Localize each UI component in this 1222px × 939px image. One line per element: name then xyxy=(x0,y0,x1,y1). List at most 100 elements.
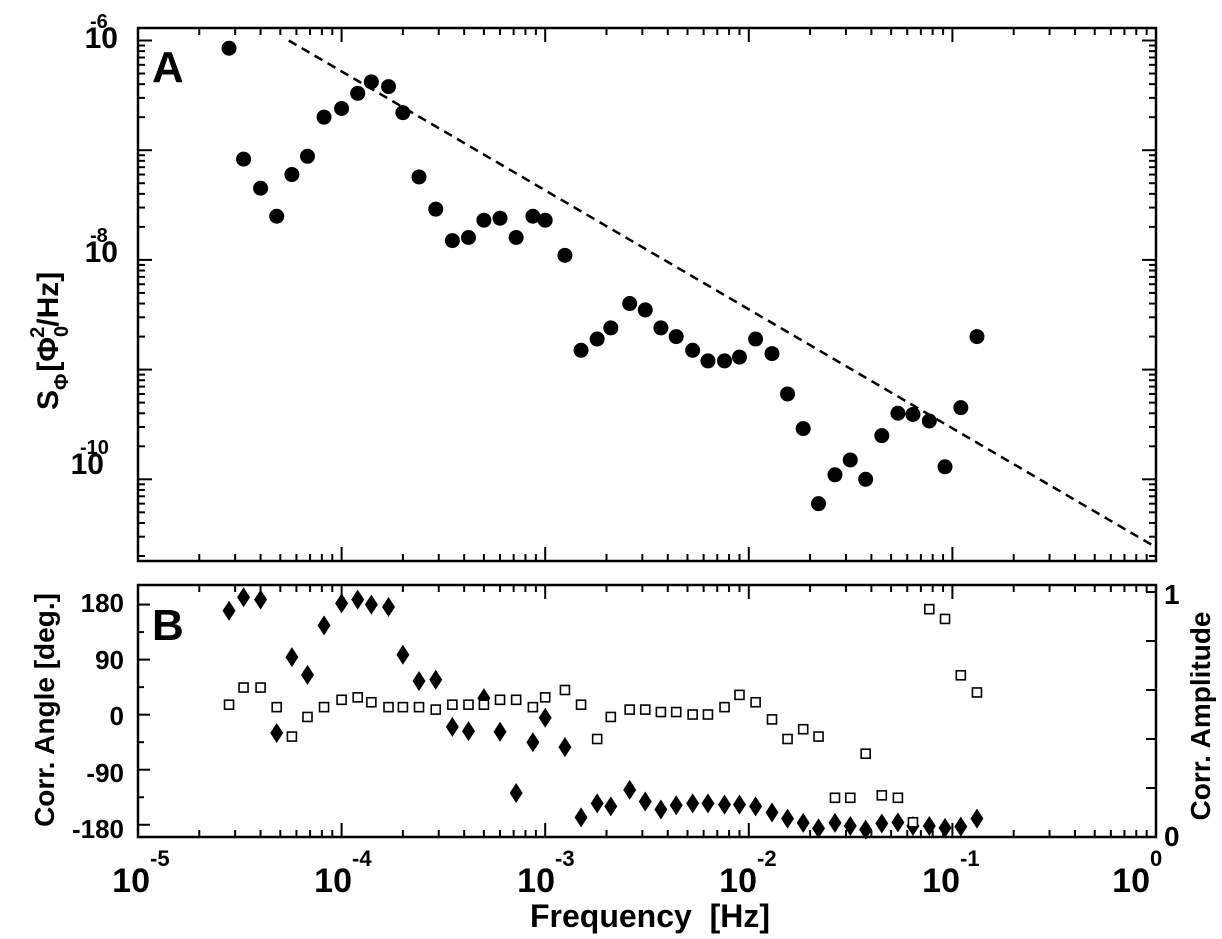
a-ylabel-text: SΦ[Φ02/Hz] xyxy=(27,272,73,410)
angle-points xyxy=(222,587,984,840)
x-tick-label-1e-2: 10 -2 xyxy=(719,846,776,900)
amplitude-point xyxy=(286,731,298,742)
angle-point xyxy=(558,737,572,758)
angle-point xyxy=(382,597,396,618)
amplitude-point xyxy=(510,694,522,706)
a-ytick-exp: -8 xyxy=(90,225,108,247)
amplitude-point xyxy=(782,733,793,745)
spectrum-point xyxy=(827,467,843,483)
spectrum-point xyxy=(858,471,874,487)
angle-point xyxy=(574,807,588,828)
spectrum-point xyxy=(537,212,553,228)
a-ytick-label-1e-10: 10 -10 xyxy=(71,437,109,481)
angle-point xyxy=(875,813,889,834)
spectrum-point xyxy=(668,329,684,345)
amplitude-point xyxy=(302,711,313,723)
spectrum-point xyxy=(748,331,764,347)
angle-point xyxy=(270,723,284,744)
spectrum-point xyxy=(299,148,315,164)
amplitude-point xyxy=(527,701,539,713)
angle-point xyxy=(749,796,763,817)
angle-point xyxy=(461,721,475,742)
amplitude-point xyxy=(670,706,682,718)
panel-b-frame xyxy=(136,583,1158,839)
angle-point xyxy=(732,794,746,815)
panel-a-frame xyxy=(136,26,1158,563)
spectrum-point xyxy=(428,201,444,217)
spectrum-point xyxy=(573,342,589,358)
amplitude-point xyxy=(223,699,235,711)
spectrum-point xyxy=(969,329,985,345)
spectrum-point xyxy=(905,406,921,422)
amplitude-point xyxy=(575,699,587,711)
a-ylabel-s: S xyxy=(32,390,65,410)
x-tick-label-1e-5: 10 -5 xyxy=(112,846,169,900)
panel-a-points xyxy=(221,40,985,512)
amplitude-point xyxy=(702,709,714,720)
spectrum-point xyxy=(589,331,605,347)
a-ytick-base: 10 xyxy=(85,22,118,55)
angle-point xyxy=(604,796,618,817)
amplitude-point xyxy=(955,669,967,681)
angle-point xyxy=(445,716,459,737)
angle-point xyxy=(669,795,683,816)
spectrum-point xyxy=(637,302,653,318)
x-tick-exp: -3 xyxy=(555,846,575,871)
a-ylabel: SΦ[Φ02/Hz] xyxy=(27,272,73,410)
angle-point xyxy=(526,732,540,753)
amplitude-point xyxy=(383,701,394,713)
angle-point xyxy=(970,808,984,829)
spectrum-point xyxy=(236,151,252,167)
spectrum-point xyxy=(221,40,237,56)
amplitude-point xyxy=(907,816,919,828)
a-ylabel-rest: /Hz] xyxy=(32,272,65,327)
x-tick-base: 10 xyxy=(517,862,555,900)
spectrum-point xyxy=(811,496,827,512)
spectrum-point xyxy=(937,459,953,475)
spectrum-point xyxy=(921,413,937,429)
angle-point xyxy=(429,669,443,690)
spectrum-point xyxy=(460,230,476,246)
spectrum-point xyxy=(700,353,716,369)
spectrum-point xyxy=(603,320,619,336)
amplitude-points xyxy=(223,603,983,828)
amplitude-point xyxy=(655,706,667,718)
x-tick-base: 10 xyxy=(719,862,757,900)
amplitude-point xyxy=(923,603,935,615)
b-right-tick-label: 0 xyxy=(1164,821,1180,852)
spectrum-point xyxy=(557,247,573,263)
angle-point xyxy=(396,644,410,665)
amplitude-point xyxy=(766,714,778,725)
a-ytick-exp: -10 xyxy=(80,437,109,459)
spectrum-point xyxy=(780,386,796,402)
b-left-tick-label: -180 xyxy=(72,814,124,844)
angle-point xyxy=(796,812,810,833)
amplitude-point xyxy=(844,792,856,804)
angle-point xyxy=(590,793,604,814)
amplitude-point xyxy=(352,692,364,703)
angle-point xyxy=(922,815,936,836)
fit-line xyxy=(288,39,1157,549)
angle-point xyxy=(781,808,795,829)
spectrum-point xyxy=(363,74,379,90)
spectrum-point xyxy=(476,212,492,228)
angle-point xyxy=(891,812,905,833)
amplitude-point xyxy=(797,723,809,735)
x-tick-label-1e0: 10 0 xyxy=(1112,846,1162,900)
a-ytick-exp: -6 xyxy=(90,11,108,33)
x-tick-exp: -4 xyxy=(352,846,372,871)
amplitude-point xyxy=(413,701,425,713)
spectrum-point xyxy=(334,100,350,116)
spectrum-point xyxy=(253,180,269,196)
amplitude-point xyxy=(478,699,490,711)
a-ytick-base: 10 xyxy=(71,448,104,481)
angle-point xyxy=(654,799,668,820)
angle-point xyxy=(843,815,857,836)
x-tick-exp: -2 xyxy=(757,846,777,871)
amplitude-point xyxy=(605,711,617,723)
amplitude-point xyxy=(318,701,330,713)
spectrum-point xyxy=(731,349,747,365)
angle-point xyxy=(364,594,378,615)
amplitude-point xyxy=(494,694,506,706)
